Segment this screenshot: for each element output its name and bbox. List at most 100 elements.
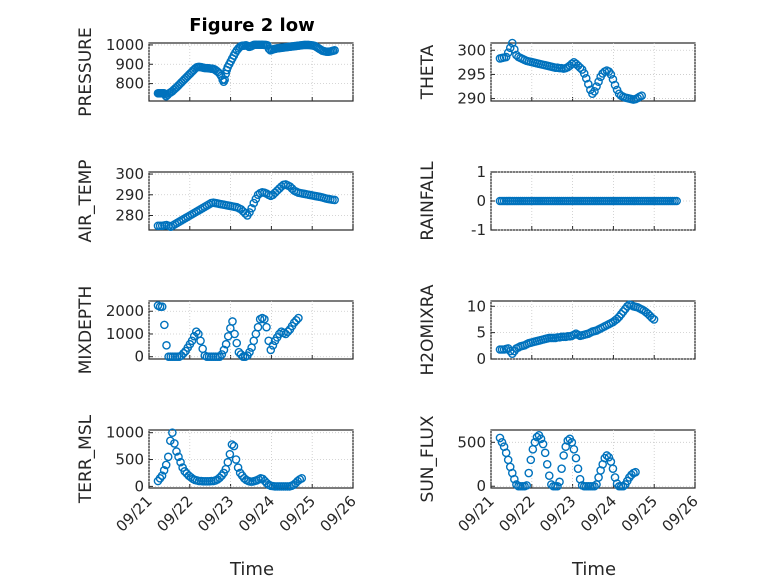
data-point xyxy=(159,465,169,475)
x-tick-label: 09/24 xyxy=(235,492,278,535)
panel-5: 2000 1000 0 MIXDEPTH xyxy=(76,286,354,375)
data-point xyxy=(227,440,237,449)
data-point xyxy=(610,80,620,90)
data-point xyxy=(538,439,548,449)
data-point xyxy=(168,428,177,437)
data-point xyxy=(260,314,269,324)
data-point xyxy=(221,339,231,349)
data-point xyxy=(569,445,579,454)
data-point xyxy=(247,203,256,213)
y-tick-label: 800 xyxy=(115,75,144,93)
data-point xyxy=(277,182,286,191)
data-point xyxy=(497,438,507,447)
y-axis-label: TERR_MSL xyxy=(76,414,96,504)
data-point xyxy=(262,322,271,332)
y-tick-label: 290 xyxy=(457,90,486,108)
data-point xyxy=(266,345,276,355)
data-point xyxy=(602,451,612,460)
x-tick-label: 09/22 xyxy=(153,492,196,535)
data-point xyxy=(571,453,581,463)
data-point xyxy=(672,196,681,206)
data-point xyxy=(623,301,632,311)
data-point xyxy=(524,468,534,478)
data-point xyxy=(544,471,554,480)
data-point xyxy=(231,455,241,464)
data-point xyxy=(573,464,583,473)
data-point xyxy=(590,87,599,96)
data-point xyxy=(179,349,188,358)
data-point xyxy=(174,452,183,462)
x-axis-label-right: Time xyxy=(571,559,616,580)
data-point xyxy=(264,336,273,346)
y-axis-label: THETA xyxy=(418,44,438,100)
data-point xyxy=(161,460,171,470)
data-point xyxy=(233,463,243,472)
data-point xyxy=(281,329,290,339)
data-point xyxy=(215,352,225,362)
data-point xyxy=(225,449,235,459)
data-point xyxy=(594,77,603,86)
y-tick-label: 1000 xyxy=(106,424,144,442)
y-tick-label: 0 xyxy=(476,477,486,495)
data-point xyxy=(232,338,242,348)
panel-4: 1 0 -1 RAINFALL xyxy=(418,161,696,241)
data-point xyxy=(649,315,659,324)
data-point xyxy=(189,331,199,341)
axes-box xyxy=(148,300,354,360)
data-point xyxy=(588,89,597,99)
y-axis-label: RAINFALL xyxy=(418,161,438,241)
data-point xyxy=(234,347,244,357)
x-tick-label: 09/25 xyxy=(618,492,661,535)
x-axis-label-left: Time xyxy=(229,559,274,580)
data-point xyxy=(251,194,261,204)
x-tick-label: 09/22 xyxy=(495,492,538,535)
x-tick-label: 09/21 xyxy=(113,492,156,535)
y-tick-label: 295 xyxy=(457,65,486,83)
panel-8: 500 0 SUN_FLUX 09/2109/2209/2309/2409/2509/… xyxy=(418,415,702,535)
y-tick-label: 10 xyxy=(467,297,486,315)
data-point xyxy=(274,329,284,339)
x-tick-label: 09/21 xyxy=(455,492,498,535)
data-point xyxy=(557,464,566,473)
data-point xyxy=(163,452,173,462)
data-point xyxy=(196,336,205,346)
y-tick-label: 5 xyxy=(476,324,486,342)
data-point xyxy=(631,467,640,477)
data-point xyxy=(559,451,568,460)
x-tick-label: 09/25 xyxy=(276,492,319,535)
data-point xyxy=(501,52,511,62)
x-tick-label: 09/24 xyxy=(577,492,620,535)
y-axis-label: MIXDEPTH xyxy=(76,286,96,375)
y-tick-label: 290 xyxy=(115,186,144,204)
data-point xyxy=(592,82,601,91)
data-point xyxy=(230,329,239,339)
data-point xyxy=(510,474,519,484)
y-axis-label: PRESSURE xyxy=(76,27,96,116)
y-tick-label: 0 xyxy=(476,350,486,368)
data-point xyxy=(590,481,599,491)
data-point xyxy=(249,198,259,208)
data-point xyxy=(510,44,519,54)
panel-2: 300 295 290 THETA xyxy=(418,38,696,108)
data-point xyxy=(532,432,542,442)
y-tick-label: 2000 xyxy=(106,302,144,320)
data-point xyxy=(297,474,307,483)
y-tick-label: 1000 xyxy=(106,325,144,343)
data-point xyxy=(292,316,301,325)
y-axis-label: AIR_TEMP xyxy=(76,160,96,243)
data-point xyxy=(330,195,339,205)
y-tick-label: 0 xyxy=(134,477,144,495)
data-point xyxy=(563,436,573,445)
data-point xyxy=(223,457,233,467)
data-point xyxy=(584,79,593,89)
data-point xyxy=(647,313,657,323)
data-point xyxy=(289,318,299,327)
data-point xyxy=(579,69,589,78)
data-point xyxy=(553,481,562,491)
y-axis-label: SUN_FLUX xyxy=(418,415,438,502)
data-point xyxy=(245,208,254,217)
data-point xyxy=(618,481,628,491)
axes-box xyxy=(490,42,696,102)
y-tick-label: 500 xyxy=(457,433,486,451)
